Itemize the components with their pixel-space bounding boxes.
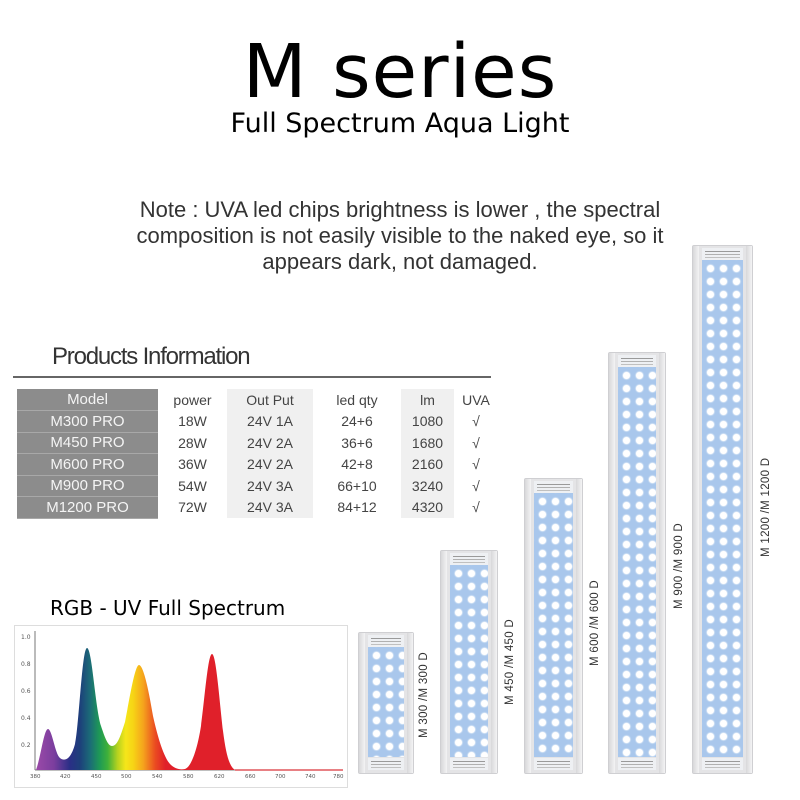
svg-text:0.6: 0.6 [21,688,31,695]
cell-model: M450 PRO [17,432,158,454]
uva-note: Note : UVA led chips brightness is lower… [110,197,690,275]
cell-led-qty: 66+10 [337,477,377,494]
cell-led-qty: 24+6 [341,413,373,430]
cell-led-qty: 36+6 [341,434,373,451]
x-tick-labels: 380 420 450 500 540 580 620 660 700 740 … [30,774,344,780]
col-header-model: Model [17,389,158,411]
cell-led-qty: 84+12 [337,499,377,516]
cell-uva: √ [472,413,480,430]
svg-text:1.0: 1.0 [21,634,31,641]
light-label-m300: M 300 /M 300 D [418,651,430,738]
col-header-lm: lm [401,389,454,411]
table-row: M600 PRO 36W 24V 2A 42+8 2160 √ [17,453,498,476]
cell-power: 28W [178,434,207,451]
col-header-power: power [173,391,212,408]
cell-power: 72W [178,499,207,516]
page-subtitle: Full Spectrum Aqua Light [230,108,570,139]
spec-label [702,248,743,260]
light-m300 [358,632,414,774]
light-m600 [524,478,583,774]
svg-text:660: 660 [245,774,256,780]
cell-lm: 2160 [401,453,454,475]
col-header-output: Out Put [227,389,313,411]
svg-text:780: 780 [333,774,344,780]
light-m450 [440,550,498,774]
col-header-led-qty: led qty [336,391,378,408]
led-panel [618,367,656,757]
svg-text:0.8: 0.8 [21,661,31,668]
cell-lm: 3240 [401,475,454,497]
light-label-m900: M 900 /M 900 D [673,522,685,609]
led-panel [368,647,404,757]
light-label-m600: M 600 /M 600 D [589,579,601,666]
cell-model: M900 PRO [17,475,158,497]
spectrum-chart: 0.2 0.4 0.6 0.8 1.0 380 420 450 500 540 … [14,625,348,788]
table-row: M900 PRO 54W 24V 3A 66+10 3240 √ [17,475,498,497]
spec-label [702,758,743,770]
led-panel [450,565,488,757]
cell-output: 24V 3A [227,496,313,518]
svg-text:420: 420 [60,774,71,780]
spec-label [368,758,404,770]
light-label-m1200: M 1200 /M 1200 D [760,457,772,557]
cell-lm: 1080 [401,410,454,432]
svg-text:0.4: 0.4 [21,715,31,722]
cell-uva: √ [472,499,480,516]
note-line: Note : UVA led chips brightness is lower… [139,197,661,222]
cell-lm: 4320 [401,496,454,518]
led-panel [534,493,573,757]
col-header-uva: UVA [462,391,490,408]
light-m1200 [692,245,753,774]
spec-label [450,758,488,770]
cell-output: 24V 2A [227,453,313,475]
cell-lm: 1680 [401,432,454,454]
svg-text:700: 700 [275,774,286,780]
spectrum-title: RGB - UV Full Spectrum [50,596,286,620]
spectrum-graph: 0.2 0.4 0.6 0.8 1.0 380 420 450 500 540 … [21,631,344,780]
svg-text:450: 450 [91,774,102,780]
note-line: composition is not easily visible to the… [136,223,664,248]
led-panel [702,260,743,757]
products-heading: Products Information [52,343,251,370]
table-row: M300 PRO 18W 24V 1A 24+6 1080 √ [17,410,498,433]
spectrum-area [36,648,235,770]
cell-model: M1200 PRO [17,496,158,519]
cell-model: M300 PRO [17,410,158,433]
svg-text:540: 540 [152,774,163,780]
table-row: M450 PRO 28W 24V 2A 36+6 1680 √ [17,432,498,454]
y-tick-labels: 0.2 0.4 0.6 0.8 1.0 [21,634,31,749]
spec-label [534,758,573,770]
light-m900 [608,352,666,774]
svg-text:0.2: 0.2 [21,742,31,749]
cell-output: 24V 3A [227,475,313,497]
svg-text:380: 380 [30,774,41,780]
spec-label [618,758,656,770]
svg-text:620: 620 [214,774,225,780]
spec-label [618,355,656,367]
products-table: Model power Out Put led qty lm UVA M300 … [17,389,498,519]
cell-output: 24V 2A [227,432,313,454]
page-title: M series [242,29,558,115]
divider [13,376,491,378]
svg-text:740: 740 [305,774,316,780]
table-row: M1200 PRO 72W 24V 3A 84+12 4320 √ [17,496,498,519]
cell-uva: √ [472,477,480,494]
cell-power: 36W [178,456,207,473]
light-label-m450: M 450 /M 450 D [504,618,516,705]
table-header-row: Model power Out Put led qty lm UVA [17,389,498,411]
spec-label [368,635,404,647]
cell-uva: √ [472,434,480,451]
spec-label [450,553,488,565]
cell-power: 54W [178,477,207,494]
svg-text:580: 580 [183,774,194,780]
cell-uva: √ [472,456,480,473]
svg-text:500: 500 [121,774,132,780]
cell-model: M600 PRO [17,453,158,476]
spec-label [534,481,573,493]
cell-led-qty: 42+8 [341,456,373,473]
cell-power: 18W [178,413,207,430]
note-line: appears dark, not damaged. [262,249,538,274]
cell-output: 24V 1A [227,410,313,432]
